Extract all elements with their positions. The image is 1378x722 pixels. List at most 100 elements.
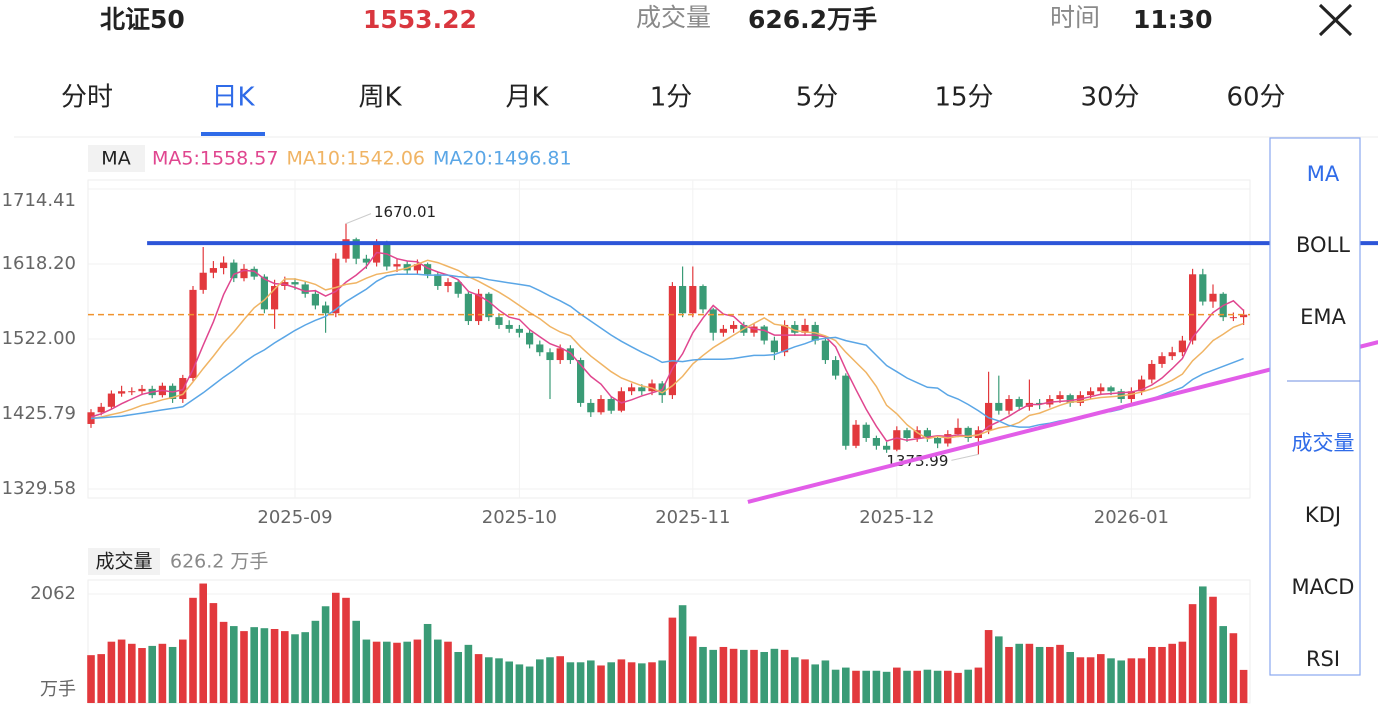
candle-body (526, 332, 534, 345)
volume-bar (1025, 643, 1034, 703)
indicator-option[interactable]: KDJ (1305, 503, 1341, 527)
volume-bar (444, 641, 452, 703)
volume-bar (168, 646, 177, 703)
volume-bar (107, 641, 116, 703)
volume-bar (1137, 658, 1146, 703)
volume-legend-title: 成交量 (95, 551, 152, 573)
candle-body (679, 285, 687, 314)
ma-line (90, 251, 1245, 442)
y-tick-label: 1522.00 (2, 328, 76, 349)
ma-legend-entry: MA10:1542.06 (286, 148, 425, 170)
candle-body (393, 264, 401, 267)
volume-bar (893, 667, 901, 703)
volume-bar (189, 597, 197, 703)
candle-body (444, 282, 452, 286)
tab[interactable]: 月K (505, 83, 549, 113)
indicator-option[interactable]: MA (1307, 162, 1340, 186)
volume-bar (566, 662, 575, 703)
volume-bar (617, 659, 626, 703)
y-tick-label: 1714.41 (2, 190, 76, 211)
volume-bar (903, 670, 911, 703)
candle-body (1229, 317, 1237, 319)
candle-body (209, 268, 217, 273)
volume-bar (291, 634, 299, 703)
volume-bar (148, 645, 156, 703)
y-tick-label: 1618.20 (2, 253, 76, 274)
volume-bar (638, 663, 646, 703)
candle-body (1036, 402, 1044, 405)
candle-body (934, 438, 942, 444)
volume-bar (199, 583, 207, 703)
close-button[interactable] (1318, 3, 1353, 37)
volume-bar (1015, 643, 1023, 703)
candle-body (1189, 274, 1197, 341)
tab[interactable]: 分时 (61, 83, 113, 113)
candle-body (801, 324, 809, 333)
indicator-option[interactable]: RSI (1306, 647, 1340, 671)
volume-bar (668, 617, 677, 703)
volume-bar (413, 639, 422, 703)
tab[interactable]: 15分 (934, 83, 993, 113)
volume-bar (240, 631, 248, 703)
candle-body (536, 344, 544, 353)
volume-bar (852, 670, 860, 703)
candle-body (1148, 363, 1156, 380)
volume-bar (872, 670, 881, 703)
volume-bar (658, 660, 666, 703)
candle-body (505, 324, 513, 329)
volume-bar (474, 654, 483, 703)
volume-bar (1229, 633, 1238, 703)
ma-legend-title: MA (101, 148, 130, 170)
indicator-option[interactable]: MACD (1292, 575, 1355, 599)
indicator-option[interactable]: BOLL (1296, 233, 1350, 257)
tab[interactable]: 5分 (796, 83, 839, 113)
tab[interactable]: 周K (358, 83, 402, 113)
volume-bar (495, 658, 503, 703)
indicator-option[interactable]: EMA (1300, 305, 1346, 329)
candle-body (1199, 274, 1207, 302)
volume-bar (791, 657, 799, 703)
candle-body (913, 430, 921, 439)
volume-bar (1107, 658, 1115, 703)
candle-body (434, 274, 442, 286)
x-tick-label: 2025-10 (482, 507, 557, 528)
ma-legend-box (88, 145, 145, 172)
tab[interactable]: 30分 (1080, 83, 1139, 113)
volume-bar (995, 636, 1003, 703)
volume-bar (311, 620, 320, 703)
candle-body (424, 264, 432, 275)
volume-bar (648, 662, 656, 703)
candle-body (291, 282, 299, 285)
tab[interactable]: 日K (211, 83, 255, 113)
candle-body (546, 352, 554, 361)
candle-body (944, 434, 952, 444)
tab[interactable]: 1分 (650, 83, 693, 113)
volume-bar (434, 639, 442, 703)
candle-body (699, 285, 707, 310)
volume-bar (1158, 646, 1166, 703)
volume-bar (321, 606, 330, 703)
candle-body (1087, 391, 1095, 396)
volume-bar (250, 627, 258, 703)
index-name: 北证50 (100, 5, 185, 34)
candle-body (883, 445, 891, 450)
volume-bar (352, 620, 360, 703)
volume-bar (179, 639, 187, 703)
candle-body (923, 430, 931, 439)
indicator-option[interactable]: 成交量 (1292, 431, 1355, 455)
volume-bar (923, 669, 932, 703)
volume-bar (515, 664, 524, 703)
candle-body (240, 268, 248, 279)
volume-bar (740, 649, 748, 703)
candle-body (138, 388, 146, 392)
volume-bar (1066, 651, 1074, 703)
volume-bar (505, 661, 513, 703)
volume-bar (689, 636, 697, 703)
volume-bar (811, 664, 819, 703)
candle-body (770, 340, 778, 353)
ma-legend-entry: MA5:1558.57 (152, 148, 278, 170)
tab[interactable]: 60分 (1226, 83, 1285, 113)
candle-body (189, 289, 197, 378)
candle-body (107, 393, 115, 407)
